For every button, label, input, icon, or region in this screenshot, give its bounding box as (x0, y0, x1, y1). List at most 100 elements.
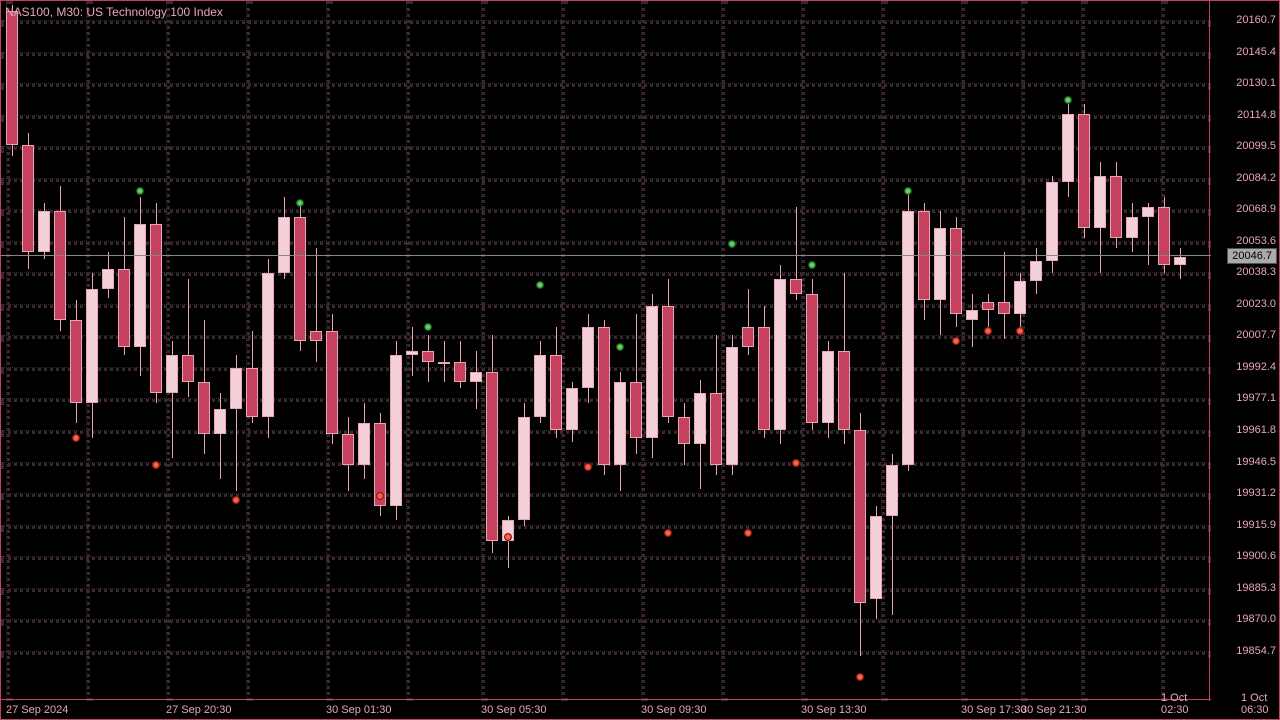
fractal-down-icon (984, 327, 992, 335)
candle (86, 289, 98, 402)
candle (742, 327, 754, 348)
candle (278, 217, 290, 273)
candle (1142, 207, 1154, 217)
price-axis: 20160.720145.420130.120114.820099.520084… (1209, 1, 1279, 701)
candle (518, 417, 530, 520)
time-tick-label: 27 Sep 2024 (6, 704, 68, 716)
candle (982, 302, 994, 310)
candle (70, 320, 82, 402)
candle (998, 302, 1010, 314)
candle (1126, 217, 1138, 238)
chart-container: 20160.720145.420130.120114.820099.520084… (0, 0, 1280, 720)
candle (310, 331, 322, 341)
candle (534, 355, 546, 417)
candle (390, 355, 402, 505)
fractal-down-icon (792, 459, 800, 467)
candle (262, 273, 274, 417)
candle (886, 465, 898, 517)
fractal-up-icon (728, 240, 736, 248)
price-tick-label: 20007.7 (1236, 329, 1276, 341)
candle (1062, 114, 1074, 182)
price-tick-label: 19946.5 (1236, 456, 1276, 468)
candle (582, 327, 594, 389)
candle (1110, 176, 1122, 238)
candle (454, 362, 466, 383)
current-price-marker: 20046.7 (1227, 248, 1277, 264)
price-tick-label: 19900.6 (1236, 550, 1276, 562)
candle (102, 269, 114, 290)
candle (198, 382, 210, 434)
candle (630, 382, 642, 438)
time-tick-label: 30 Sep 09:30 (641, 704, 706, 716)
price-tick-label: 20084.2 (1236, 172, 1276, 184)
candle (934, 228, 946, 300)
candle (614, 382, 626, 464)
candle (230, 368, 242, 409)
fractal-up-icon (296, 199, 304, 207)
candle (726, 347, 738, 464)
fractal-down-icon (952, 337, 960, 345)
candle (326, 331, 338, 434)
candle (6, 11, 18, 145)
candle (678, 417, 690, 444)
time-tick-label: 30 Sep 21:30 (1021, 704, 1086, 716)
price-tick-label: 20068.9 (1236, 203, 1276, 215)
candle (1094, 176, 1106, 228)
chart-area[interactable] (1, 1, 1211, 701)
candle (710, 393, 722, 465)
time-axis: 27 Sep 2024 27 Sep 20:30 30 Sep 01:30 30 Se… (1, 699, 1211, 719)
candle (182, 355, 194, 382)
candle (1158, 207, 1170, 265)
price-tick-label: 20053.6 (1236, 235, 1276, 247)
candle (246, 368, 258, 417)
fractal-down-icon (504, 533, 512, 541)
candle (1030, 261, 1042, 282)
price-tick-label: 19931.2 (1236, 487, 1276, 499)
fractal-up-icon (536, 281, 544, 289)
candle (774, 279, 786, 429)
candle (22, 145, 34, 252)
price-tick-label: 20160.7 (1236, 14, 1276, 26)
candle (1174, 257, 1186, 265)
candle (438, 362, 450, 364)
price-tick-label: 19915.9 (1236, 519, 1276, 531)
candle (550, 355, 562, 429)
candle (342, 434, 354, 465)
fractal-up-icon (424, 323, 432, 331)
price-tick-label: 19961.8 (1236, 424, 1276, 436)
candle (54, 211, 66, 320)
fractal-down-icon (856, 673, 864, 681)
fractal-down-icon (232, 496, 240, 504)
candle (758, 327, 770, 430)
candle (294, 217, 306, 341)
price-tick-label: 20023.0 (1236, 298, 1276, 310)
fractal-down-icon (1016, 327, 1024, 335)
fractal-down-icon (72, 434, 80, 442)
candle (1014, 281, 1026, 314)
price-tick-label: 19870.0 (1236, 613, 1276, 625)
fractal-up-icon (136, 187, 144, 195)
candle (902, 211, 914, 464)
chart-title: NAS100, M30: US Technology 100 Index (5, 5, 223, 19)
time-tick-label: 30 Sep 17:30 (961, 704, 1026, 716)
fractal-down-icon (744, 529, 752, 537)
candle (646, 306, 658, 438)
candle (1046, 182, 1058, 260)
candle (118, 269, 130, 347)
price-tick-label: 20114.8 (1237, 109, 1276, 121)
time-tick-label: 27 Sep 20:30 (166, 704, 231, 716)
time-tick-label: 30 Sep 05:30 (481, 704, 546, 716)
candle (38, 211, 50, 252)
current-price-line (1, 255, 1211, 256)
time-tick-label: 30 Sep 01:30 (326, 704, 391, 716)
fractal-up-icon (1064, 96, 1072, 104)
fractal-up-icon (808, 261, 816, 269)
candle (470, 372, 482, 382)
candle (598, 327, 610, 465)
candle (694, 393, 706, 445)
candle (150, 224, 162, 393)
candle (566, 388, 578, 429)
candle (166, 355, 178, 392)
candle (966, 310, 978, 320)
price-tick-label: 19885.3 (1236, 582, 1276, 594)
